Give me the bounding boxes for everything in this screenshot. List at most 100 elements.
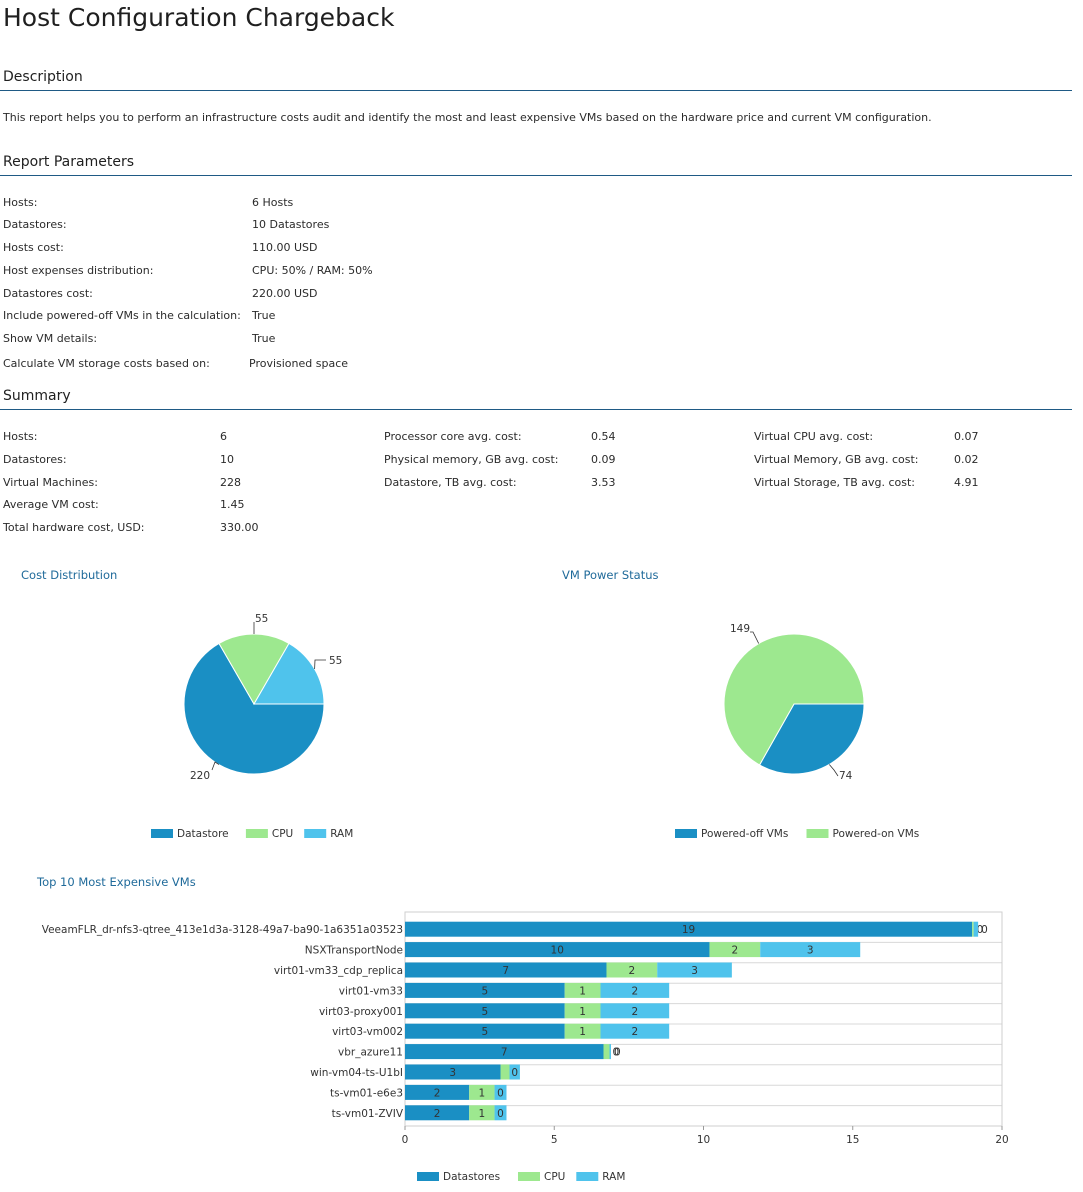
plot-area-border — [404, 911, 1003, 1127]
bar-segment-cpu — [564, 1023, 601, 1039]
bar-value-label: 0 — [511, 1067, 518, 1079]
bar-segment-datastores — [405, 1023, 565, 1039]
category-label: vbr_azure11 — [338, 1047, 403, 1059]
category-label: VeeamFLR_dr-nfs3-qtree_413e1d3a-3128-49a… — [42, 924, 403, 936]
pie-value-label: 55 — [329, 655, 342, 667]
legend-swatch — [806, 829, 829, 838]
x-tick-label: 0 — [402, 1134, 409, 1146]
top10-vms-title: Top 10 Most Expensive VMs — [37, 875, 196, 889]
legend-swatch — [675, 829, 697, 838]
summary-value: 4.91 — [954, 476, 979, 489]
bar-segment-cpu — [709, 942, 761, 958]
bar-segment-ram — [609, 1044, 611, 1060]
bar-value-label: 7 — [502, 965, 509, 977]
x-tick-label: 5 — [551, 1134, 558, 1146]
summary-label: Virtual Machines: — [3, 476, 98, 489]
bar-segment-datastores — [405, 1084, 470, 1100]
x-tick-label: 10 — [697, 1134, 710, 1146]
bar-segment-cpu — [469, 1105, 495, 1121]
param-value: Provisioned space — [249, 357, 349, 370]
param-value: CPU: 50% / RAM: 50% — [252, 264, 373, 277]
bar-value-label: 0 — [612, 1047, 619, 1059]
bar-value-label: 2 — [731, 945, 738, 957]
description-divider — [0, 90, 1072, 91]
bar-segment-datastores — [405, 1003, 565, 1019]
bar-segment-ram — [600, 1023, 670, 1039]
pie-slice-cpu — [218, 633, 290, 705]
legend-swatch — [304, 829, 327, 838]
bar-value-label: 5 — [482, 985, 489, 997]
summary-label: Physical memory, GB avg. cost: — [384, 453, 559, 466]
pie-slice-ram — [253, 642, 325, 705]
bar-value-label: 1 — [579, 1006, 586, 1018]
bar-segment-ram — [657, 962, 732, 978]
legend-label: CPU — [272, 828, 293, 840]
category-label: ts-vm01-e6e3 — [330, 1087, 403, 1099]
category-label: ts-vm01-ZVIV — [332, 1108, 404, 1120]
bar-value-label: 2 — [629, 965, 636, 977]
category-label: virt01-vm33 — [339, 985, 403, 997]
category-label: virt01-vm33_cdp_replica — [274, 965, 403, 977]
bar-value-label: 1 — [579, 985, 586, 997]
page-title: Host Configuration Chargeback — [3, 3, 395, 32]
legend-label: Datastores — [443, 1171, 500, 1183]
category-label: virt03-proxy001 — [319, 1006, 403, 1018]
summary-label: Processor core avg. cost: — [384, 430, 522, 443]
x-tick-label: 20 — [995, 1134, 1008, 1146]
summary-value: 228 — [220, 476, 241, 489]
pie-slice-powered-off-vms — [758, 703, 865, 775]
legend-swatch — [417, 1172, 439, 1181]
summary-value: 6 — [220, 430, 227, 443]
bar-value-label: 2 — [632, 1006, 639, 1018]
summary-value: 330.00 — [220, 521, 259, 534]
pie-value-label: 74 — [839, 770, 853, 782]
bar-segment-datastores — [405, 942, 710, 958]
summary-value: 0.07 — [954, 430, 979, 443]
category-label: win-vm04-ts-U1bI — [310, 1067, 403, 1079]
bar-segment-ram — [973, 921, 979, 937]
description-text: This report helps you to perform an infr… — [3, 111, 932, 124]
pie-leader-line — [828, 764, 839, 777]
x-tick-label: 15 — [846, 1134, 859, 1146]
param-label: Include powered-off VMs in the calculati… — [3, 309, 241, 322]
bar-segment-cpu — [469, 1084, 495, 1100]
report-parameters-heading: Report Parameters — [3, 154, 134, 170]
legend-swatch — [245, 829, 268, 838]
legend-label: Datastore — [177, 828, 229, 840]
bar-value-label: 3 — [807, 945, 814, 957]
bar-segment-cpu — [972, 921, 974, 937]
bar-value-label: 2 — [434, 1108, 441, 1120]
param-value: 10 Datastores — [252, 218, 330, 231]
bar-segment-ram — [760, 942, 861, 958]
category-label: NSXTransportNode — [305, 945, 403, 957]
bar-value-label: 19 — [682, 924, 695, 936]
description-heading: Description — [3, 69, 83, 85]
bar-value-label: 7 — [501, 1047, 508, 1059]
cost-distribution-title: Cost Distribution — [21, 568, 118, 582]
bar-segment-cpu — [603, 1044, 610, 1060]
bar-value-label: 3 — [449, 1067, 456, 1079]
pie-leader-line — [211, 761, 220, 771]
bar-value-label: 2 — [632, 1026, 639, 1038]
summary-divider — [0, 409, 1072, 410]
legend-label: Powered-on VMs — [833, 828, 920, 840]
pie-slice-datastore — [183, 642, 325, 775]
pie-slice-powered-on-vms — [723, 633, 865, 766]
param-label: Hosts cost: — [3, 241, 64, 254]
legend-label: CPU — [544, 1171, 565, 1183]
bar-segment-ram — [494, 1105, 507, 1121]
bar-segment-datastores — [405, 1105, 470, 1121]
summary-value: 1.45 — [220, 498, 245, 511]
bar-segment-ram — [600, 1003, 670, 1019]
bar-value-label: 2 — [434, 1087, 441, 1099]
param-label: Datastores cost: — [3, 287, 93, 300]
bar-value-label: 0 — [512, 1067, 519, 1079]
bar-value-label: 0 — [981, 924, 988, 936]
bar-segment-cpu — [606, 962, 658, 978]
summary-label: Virtual Storage, TB avg. cost: — [754, 476, 915, 489]
pie-value-label: 149 — [730, 623, 750, 635]
bar-value-label: 1 — [479, 1087, 486, 1099]
bar-segment-datastores — [405, 921, 973, 937]
summary-value: 3.53 — [591, 476, 616, 489]
pie-leader-line — [750, 631, 760, 644]
